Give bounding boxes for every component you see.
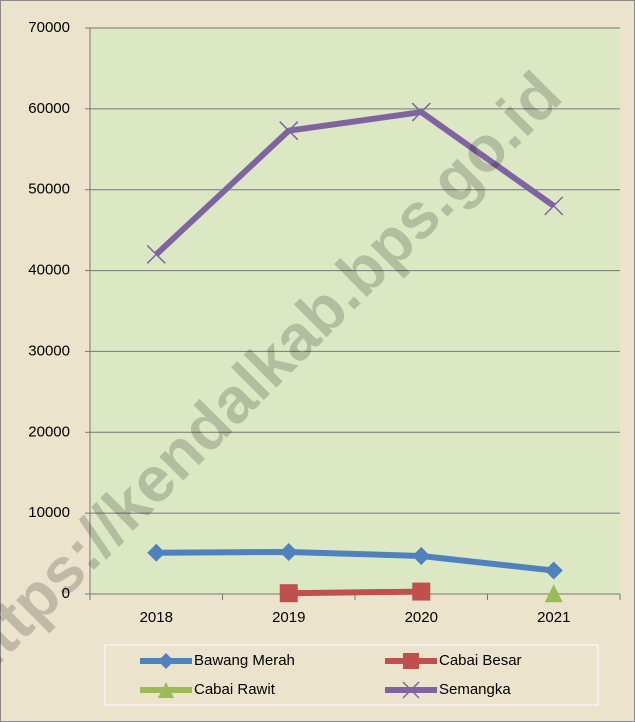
y-tick-label: 60000: [28, 100, 70, 117]
x-tick-label: 2019: [272, 609, 305, 626]
x-tick-label: 2020: [405, 609, 438, 626]
legend-label: Semangka: [439, 681, 511, 698]
legend-marker: [158, 653, 174, 669]
legend-label: Cabai Rawit: [194, 681, 276, 698]
series-line: [156, 548, 555, 574]
marker: [279, 121, 299, 141]
marker: [544, 196, 564, 216]
legend-box: [104, 644, 599, 706]
marker: [544, 584, 563, 603]
y-tick-label: 30000: [28, 342, 70, 359]
y-tick-label: 10000: [28, 504, 70, 521]
legend-label: Bawang Merah: [194, 652, 295, 669]
y-tick-label: 20000: [28, 423, 70, 440]
y-tick-label: 40000: [28, 262, 70, 279]
x-tick-label: 2018: [140, 609, 173, 626]
y-tick-label: 70000: [28, 19, 70, 36]
legend-marker: [403, 653, 419, 669]
legend-marker: [402, 681, 420, 699]
marker: [544, 561, 563, 580]
marker: [412, 582, 431, 601]
marker: [411, 102, 431, 122]
legend-marker: [158, 682, 174, 698]
legend-label: Cabai Besar: [439, 652, 522, 669]
marker: [412, 546, 431, 565]
x-tick-label: 2021: [537, 609, 570, 626]
series-line: [154, 109, 556, 257]
marker: [279, 584, 298, 603]
y-tick-label: 50000: [28, 181, 70, 198]
series-line: [288, 588, 422, 597]
y-tick-label: 0: [62, 585, 70, 602]
marker: [279, 542, 298, 561]
marker: [147, 543, 166, 562]
marker: [146, 244, 166, 264]
